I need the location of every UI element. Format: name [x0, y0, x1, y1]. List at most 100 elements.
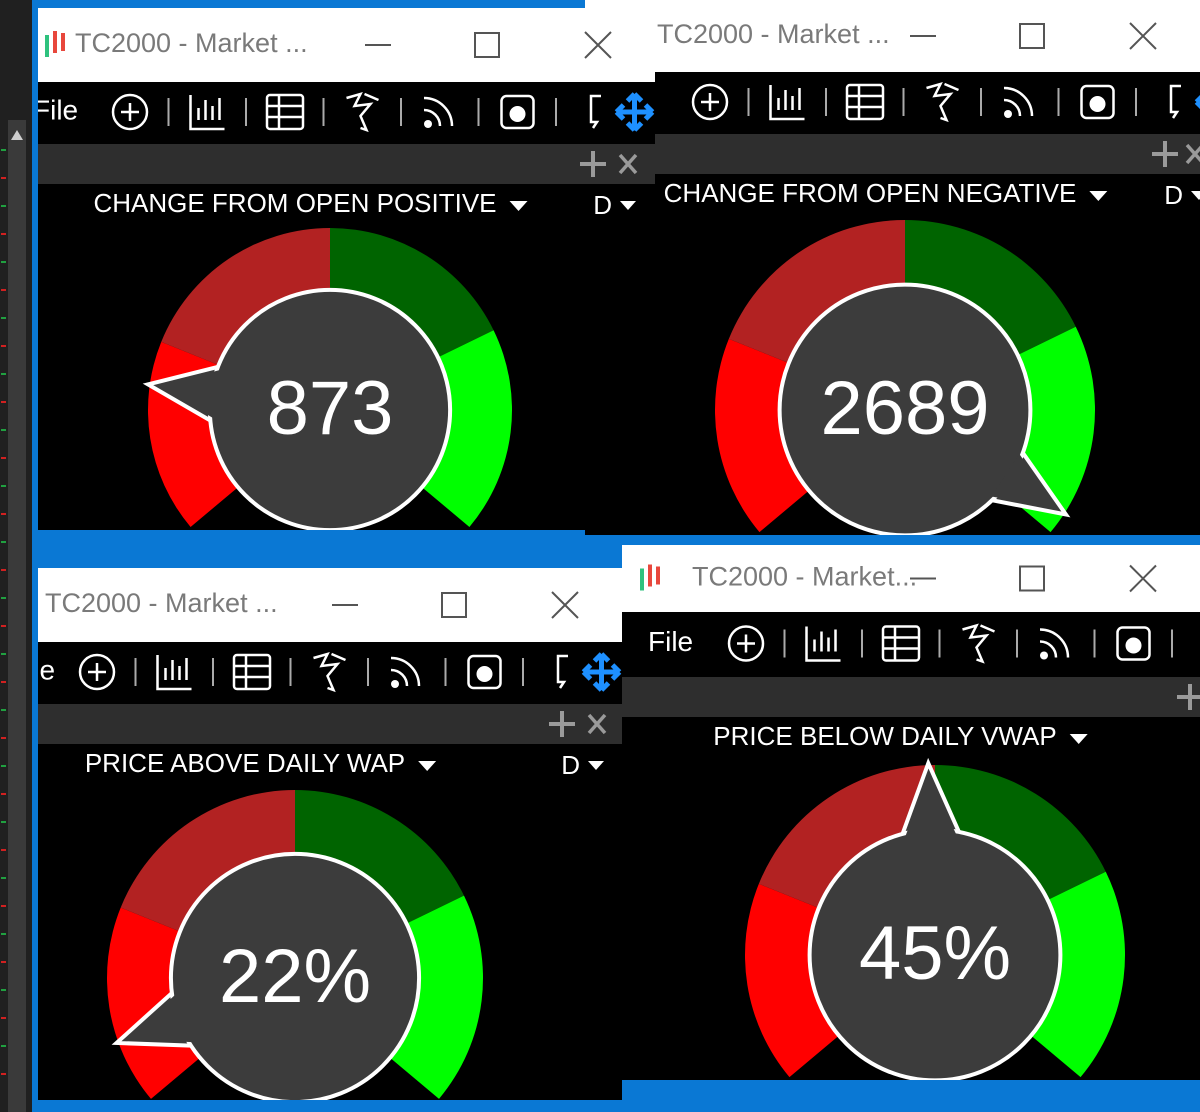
title-bar: [38, 8, 655, 82]
close-button[interactable]: [1129, 564, 1157, 593]
feed-icon[interactable]: [1039, 628, 1070, 658]
window: TC2000 - Market ... File PRICE ABOVE DAILY…: [10, 568, 622, 1100]
alert-icon[interactable]: [313, 652, 346, 693]
gauge-segment: [120, 790, 295, 936]
file-menu[interactable]: File: [33, 94, 78, 125]
app-icon: [640, 568, 644, 591]
snapshot-icon: [509, 106, 526, 122]
table-icon[interactable]: [881, 625, 921, 662]
feed-icon: [1040, 651, 1048, 660]
app-icon: [648, 564, 652, 587]
timeframe[interactable]: D: [593, 190, 612, 220]
close-button[interactable]: [584, 31, 612, 59]
maximize-button[interactable]: [1019, 565, 1045, 592]
feed-icon: [424, 120, 432, 128]
add-icon[interactable]: [727, 625, 765, 662]
gauge-pointer-fill: [991, 453, 1057, 509]
panel-move[interactable]: [1152, 141, 1178, 167]
table-icon[interactable]: [234, 655, 270, 689]
panel-close[interactable]: [618, 153, 638, 175]
title-bar: [585, 0, 1200, 72]
dropdown-arrow[interactable]: [1089, 191, 1108, 201]
gauge-segment: [330, 228, 494, 363]
gauge-dial: [777, 282, 1033, 535]
panel-move[interactable]: [580, 151, 606, 177]
timeframe[interactable]: D: [1164, 180, 1183, 210]
snapshot-icon[interactable]: [1116, 626, 1151, 661]
panel-close[interactable]: [587, 713, 607, 735]
feed-icon[interactable]: [1003, 86, 1034, 117]
snapshot-icon: [476, 666, 493, 682]
timeframe[interactable]: D: [561, 750, 580, 780]
add-icon[interactable]: [88, 663, 106, 681]
alert-icon[interactable]: [962, 623, 995, 664]
timeframe-arrow[interactable]: [1191, 191, 1200, 200]
move-icon[interactable]: [581, 652, 622, 692]
panel-bar: [38, 704, 622, 744]
snapshot-icon[interactable]: [500, 94, 535, 130]
timeframe-arrow[interactable]: [588, 761, 604, 770]
gauge-title[interactable]: CHANGE FROM OPEN POSITIVE: [93, 188, 496, 218]
alert-icon[interactable]: [346, 92, 379, 133]
move-icon[interactable]: [614, 92, 655, 132]
window: TC2000 - Market ... File CHANGE FROM OPEN …: [33, 8, 655, 530]
file-menu[interactable]: File: [648, 626, 693, 657]
bracket-icon[interactable]: [589, 94, 601, 129]
snapshot-icon: [1089, 96, 1106, 112]
gauge-segment: [161, 228, 330, 370]
add-icon[interactable]: [121, 103, 139, 121]
gauge-pointer-fill: [158, 369, 220, 419]
gauge-segment: [905, 220, 1076, 361]
gauge-dial: [168, 851, 422, 1100]
chart-icon[interactable]: [156, 655, 192, 691]
alert-icon[interactable]: [926, 82, 959, 123]
file-menu[interactable]: File: [10, 654, 55, 685]
panel-move[interactable]: [549, 711, 575, 737]
chart-icon[interactable]: [805, 626, 841, 662]
gauge-segment: [728, 220, 905, 368]
feed-icon[interactable]: [423, 96, 454, 127]
panel-bar: [38, 144, 655, 184]
table-icon[interactable]: [232, 653, 272, 691]
snapshot-icon[interactable]: [467, 654, 502, 690]
table-icon[interactable]: [267, 95, 303, 129]
maximize-button[interactable]: [1019, 23, 1045, 49]
table-icon[interactable]: [847, 85, 883, 119]
gauge-value: 22%: [219, 934, 371, 1019]
gauge-title[interactable]: CHANGE FROM OPEN NEGATIVE: [664, 178, 1077, 208]
table-icon[interactable]: [265, 93, 305, 131]
chart-icon[interactable]: [189, 95, 225, 131]
close-button[interactable]: [551, 591, 579, 619]
table-icon[interactable]: [845, 83, 885, 121]
dropdown-arrow[interactable]: [509, 201, 528, 211]
feed-icon[interactable]: [390, 656, 421, 687]
bracket-icon[interactable]: [556, 654, 568, 689]
gauge-value: 873: [267, 366, 394, 451]
dropdown-arrow[interactable]: [418, 761, 437, 771]
panel-close[interactable]: [1185, 143, 1200, 165]
panel-bar: [585, 134, 1200, 174]
snapshot-icon[interactable]: [1080, 84, 1115, 120]
table-icon[interactable]: [883, 626, 919, 661]
bracket-icon[interactable]: [1169, 84, 1181, 119]
panel-move[interactable]: [1177, 684, 1200, 710]
add-icon[interactable]: [691, 83, 729, 121]
close-button[interactable]: [1129, 22, 1157, 50]
maximize-button[interactable]: [441, 592, 467, 618]
add-icon[interactable]: [111, 93, 149, 131]
chart-icon[interactable]: [769, 85, 805, 121]
add-icon[interactable]: [737, 634, 755, 653]
window: TC2000 - Market... File PRICE BELOW DAILY …: [622, 545, 1200, 1080]
maximize-button[interactable]: [474, 32, 500, 58]
add-icon[interactable]: [701, 93, 719, 111]
gauge-title[interactable]: PRICE ABOVE DAILY WAP: [85, 748, 405, 778]
toolbar: [38, 82, 655, 142]
window-title: TC2000 - Market...: [692, 562, 917, 592]
timeframe-arrow[interactable]: [620, 201, 636, 210]
app-icon: [45, 35, 49, 57]
add-icon[interactable]: [78, 653, 116, 691]
toolbar: [622, 612, 1200, 675]
gauge-title[interactable]: PRICE BELOW DAILY VWAP: [713, 721, 1056, 751]
dropdown-arrow[interactable]: [1069, 734, 1088, 744]
gauge-pointer-fill: [127, 994, 193, 1043]
